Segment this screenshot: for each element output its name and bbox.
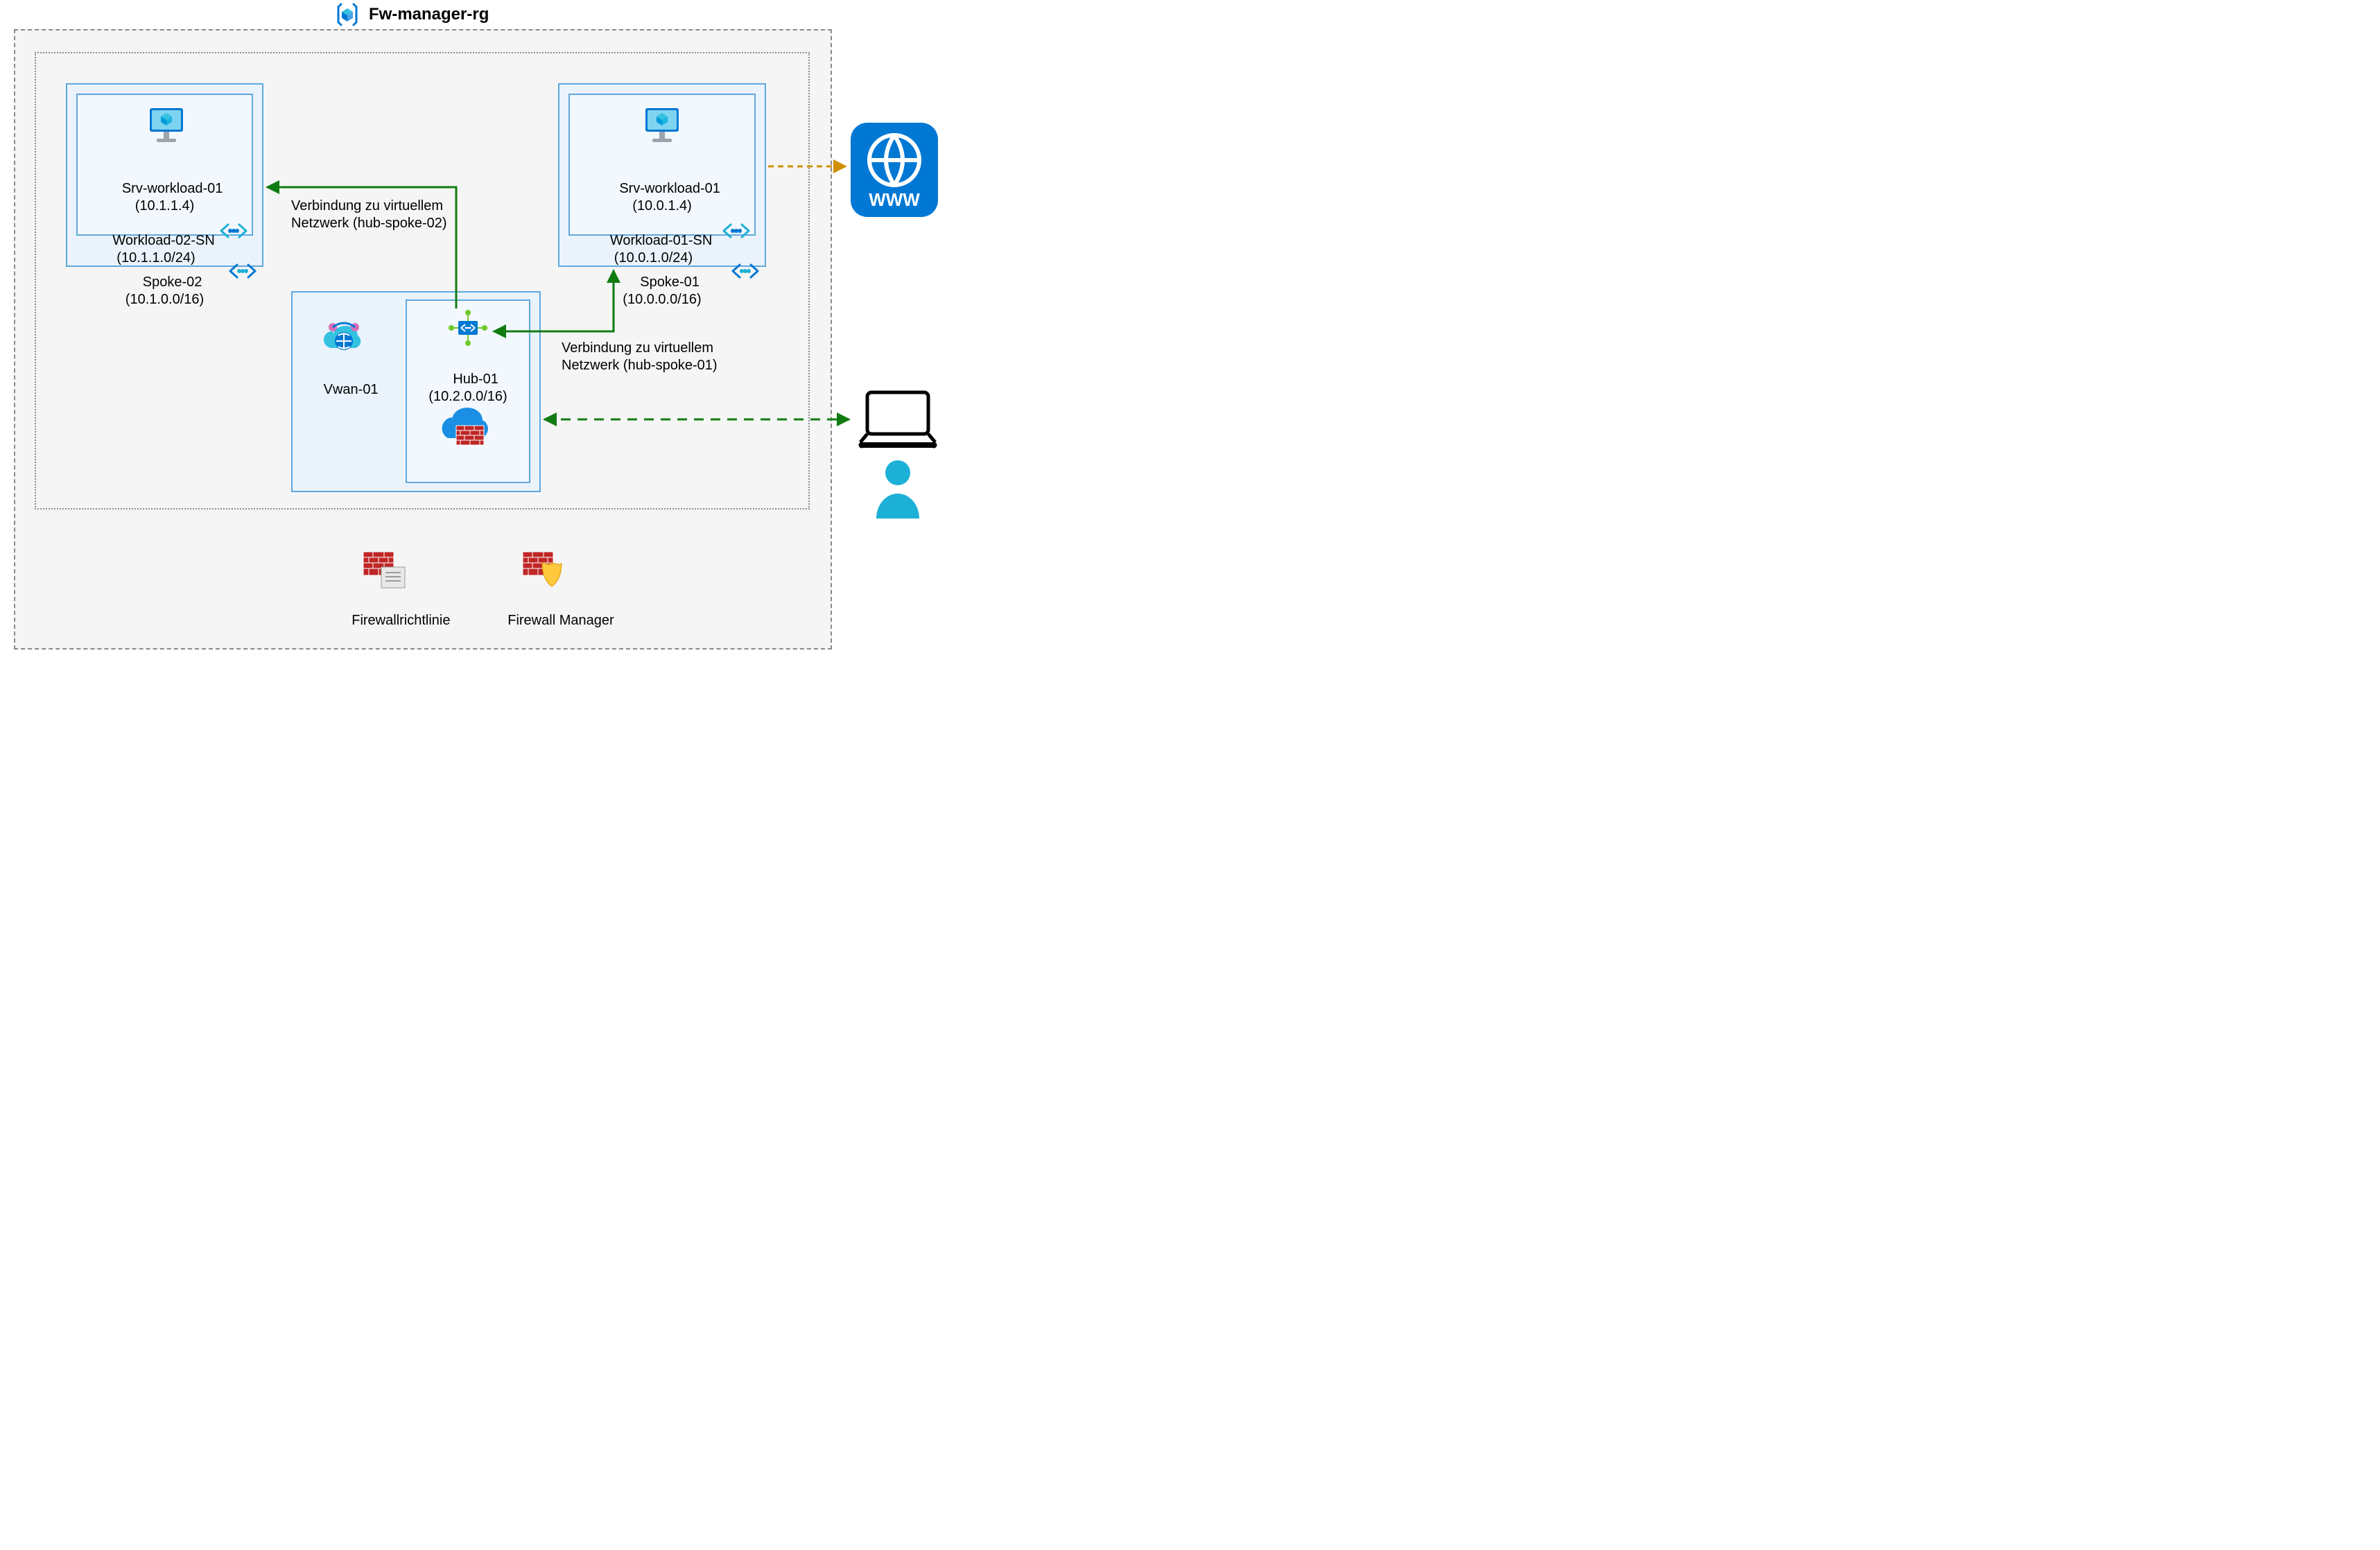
firewall-policy-label: Firewallrichtlinie: [336, 595, 447, 647]
laptop-icon: [856, 388, 939, 451]
resource-group-icon: [333, 0, 362, 29]
svg-text:WWW: WWW: [869, 189, 920, 210]
virtual-wan-icon: [319, 312, 367, 358]
virtual-network-icon: [721, 222, 752, 240]
resource-group-title: Fw-manager-rg: [369, 5, 489, 24]
firewall-manager-label: Firewall Manager: [492, 595, 610, 647]
vwan-label: Vwan-01: [298, 364, 388, 416]
virtual-machine-icon: [641, 104, 683, 146]
azure-firewall-icon: [437, 395, 499, 451]
resource-group-header: Fw-manager-rg: [333, 0, 489, 29]
virtual-network-icon: [218, 222, 249, 240]
person-icon: [874, 458, 922, 520]
diagram-canvas: Fw-manager-rg Srv-workload-01(10.1.1.4) …: [0, 0, 1012, 659]
hubspoke02-label: Verbindung zu virtuellem Netzwerk (hub-s…: [291, 198, 471, 232]
firewall-manager-icon: [520, 548, 568, 592]
hubspoke01-label: Verbindung zu virtuellem Netzwerk (hub-s…: [562, 340, 742, 374]
virtual-machine-icon: [146, 104, 187, 146]
virtual-network-icon: [730, 262, 761, 280]
www-icon: WWW: [849, 121, 939, 218]
firewall-policy-icon: [361, 548, 409, 592]
virtual-network-icon: [227, 262, 258, 280]
secured-hub-icon: [447, 308, 489, 347]
